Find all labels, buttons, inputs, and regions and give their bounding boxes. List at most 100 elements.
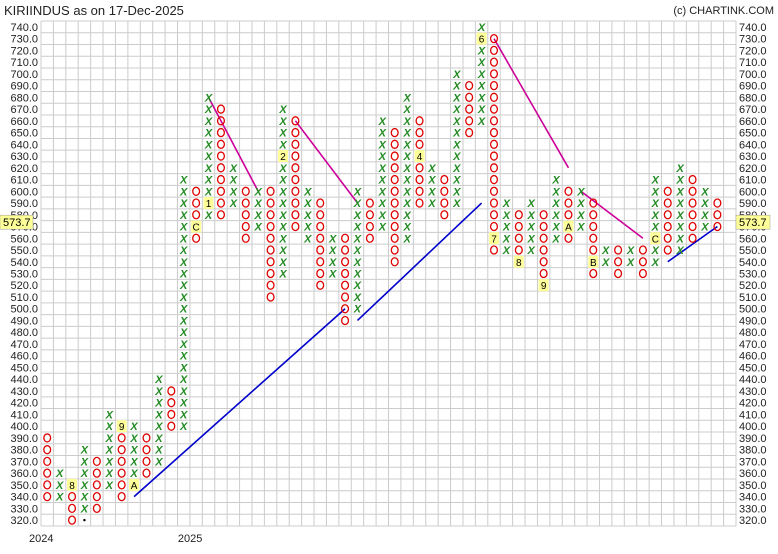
y-tick-label-left: 350.0 (10, 480, 38, 492)
x-mark: X (179, 315, 188, 327)
x-mark: X (378, 210, 387, 222)
x-mark: X (129, 433, 138, 445)
o-mark (241, 210, 250, 220)
y-tick-label-right: 650.0 (739, 128, 767, 140)
o-mark (713, 210, 722, 220)
x-mark: X (278, 233, 287, 245)
x-mark: X (502, 245, 511, 257)
y-tick-label-right: 680.0 (739, 92, 767, 104)
o-mark (489, 116, 499, 126)
y-tick-label-left: 400.0 (10, 421, 38, 433)
month-marker-bg (650, 232, 661, 245)
y-tick-label-left: 450.0 (10, 362, 38, 374)
x-mark: X (601, 245, 610, 257)
x-mark: X (427, 186, 436, 198)
o-mark (390, 151, 399, 161)
o-mark (67, 491, 77, 502)
x-mark: X (527, 222, 536, 234)
y-tick-label-left: 500.0 (10, 304, 38, 316)
y-tick-label-left: 590.0 (10, 198, 38, 210)
x-mark: X (154, 409, 163, 421)
x-mark: X (129, 421, 138, 433)
o-mark (167, 421, 176, 431)
o-mark (316, 257, 325, 267)
x-mark: X (303, 198, 312, 210)
o-mark (663, 245, 672, 255)
month-marker: C (193, 223, 200, 234)
o-mark (390, 186, 399, 196)
x-mark: X (278, 175, 287, 187)
month-marker: C (652, 234, 659, 245)
o-mark (43, 491, 52, 502)
x-mark: X (154, 456, 163, 468)
x-mark: X (154, 433, 163, 445)
current-price-box-right (735, 214, 771, 230)
y-tick-label-left: 370.0 (10, 456, 38, 468)
x-mark: X (452, 81, 461, 93)
o-mark (43, 468, 52, 478)
o-mark (117, 480, 126, 490)
o-mark (266, 257, 275, 267)
y-tick-label-left: 330.0 (10, 503, 38, 515)
o-mark (489, 104, 499, 114)
x-mark: X (179, 374, 188, 386)
o-mark (291, 127, 300, 138)
y-tick-label-right: 550.0 (739, 245, 767, 257)
x-mark: X (105, 409, 114, 421)
y-tick-label-left: 690.0 (10, 81, 38, 93)
x-mark: X (402, 198, 411, 210)
y-tick-label-left: 340.0 (10, 492, 38, 504)
o-mark (43, 480, 52, 490)
o-mark (266, 210, 275, 220)
x-mark: X (254, 198, 263, 210)
month-marker-bg (488, 232, 499, 245)
o-mark (415, 163, 424, 173)
o-mark (713, 221, 722, 232)
o-mark (365, 221, 374, 232)
o-mark (489, 186, 499, 196)
x-mark: X (204, 175, 213, 187)
x-mark: X (179, 292, 188, 304)
x-mark: X (527, 233, 536, 245)
trendline (294, 120, 359, 204)
o-mark (216, 198, 226, 208)
x-mark: X (576, 222, 585, 234)
o-mark (216, 116, 226, 126)
x-mark: X (675, 233, 684, 245)
y-tick-label-right: 730.0 (739, 34, 767, 46)
y-tick-label-left: 460.0 (10, 351, 38, 363)
o-mark (241, 221, 250, 232)
x-mark: X (303, 210, 312, 222)
x-mark: X (427, 163, 436, 175)
x-mark: X (551, 175, 560, 187)
month-marker: 6 (479, 35, 485, 46)
o-mark (638, 245, 647, 255)
o-mark (117, 456, 126, 467)
o-mark (167, 409, 176, 420)
o-mark (92, 480, 101, 490)
o-mark (440, 186, 449, 196)
x-mark: X (179, 257, 188, 269)
y-tick-label-right: 450.0 (739, 362, 767, 374)
x-mark: X (303, 233, 312, 245)
y-tick-label-right: 400.0 (739, 421, 767, 433)
x-mark: X (80, 468, 89, 480)
o-mark (390, 198, 399, 208)
y-tick-label-right: 670.0 (739, 104, 767, 116)
x-mark: X (651, 210, 660, 222)
x-mark: X (179, 269, 188, 281)
y-tick-label-left: 620.0 (10, 163, 38, 175)
y-tick-label-right: 340.0 (739, 492, 767, 504)
y-tick-label-right: 370.0 (739, 456, 767, 468)
o-mark (266, 233, 275, 243)
x-mark: X (675, 222, 684, 234)
x-mark: X (278, 163, 287, 175)
o-mark (92, 491, 101, 502)
o-mark (341, 280, 350, 290)
o-mark (167, 398, 176, 408)
o-mark (316, 198, 325, 208)
month-marker: 7 (491, 234, 497, 245)
x-mark: X (452, 128, 461, 140)
o-mark (291, 163, 300, 173)
